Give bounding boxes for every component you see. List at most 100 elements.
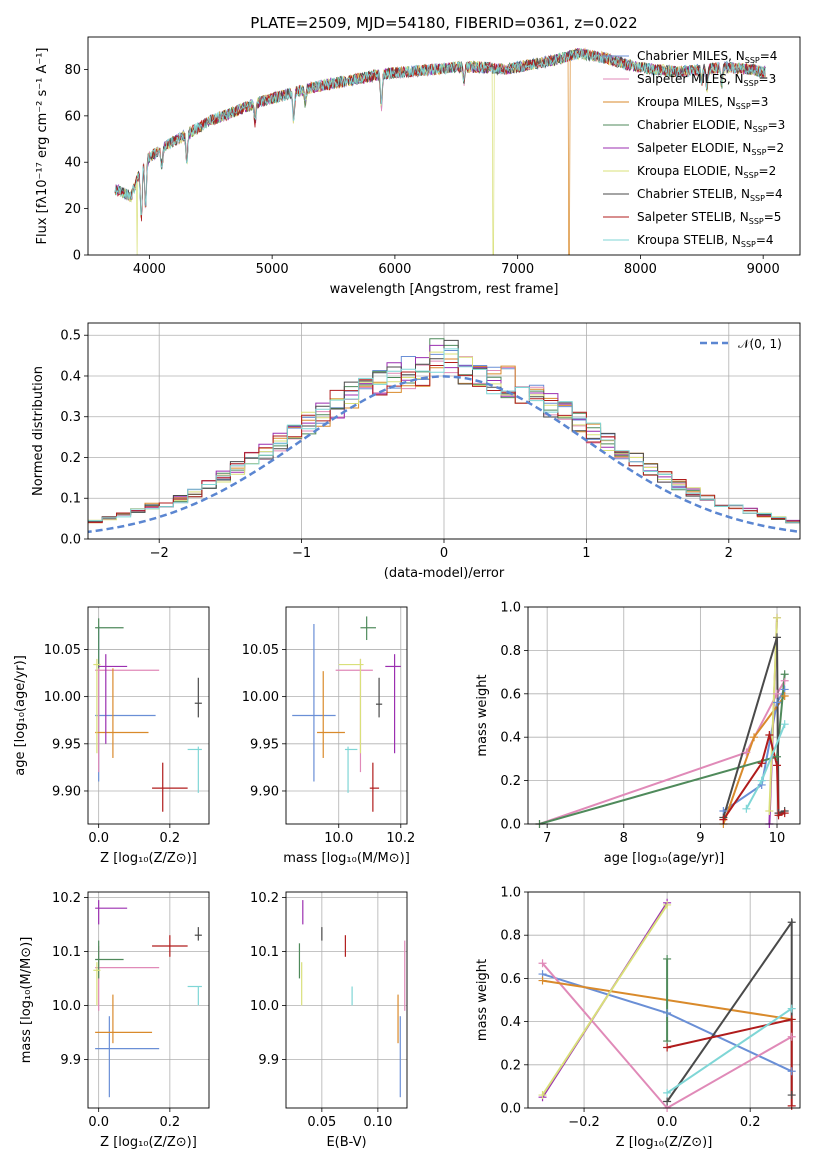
legend-nssp-sub: SSP [750,194,765,203]
weight-marker-8-0 [663,1088,672,1097]
axes-frame [285,606,408,825]
panel-mass_vs_age: 10.0 10.2 9.90 9.95 10.00 10.05 mass [log₁₀(M/… [242,606,415,866]
plot-area [539,617,786,824]
x-tick-label: 7000 [501,262,534,277]
panel-residuals: −2 −1 0 1 2 0.0 0.1 0.2 0.3 0.4 0.5 (data-model)/er… [31,322,801,581]
weight-marker-5-1 [773,613,782,622]
panel-ebv_vs_mass: 0.05 0.10 9.9 10.0 10.1 10.2 E(B-V) [250,891,408,1150]
y-tick-label: 10.1 [250,945,279,960]
weight-marker-2-0 [538,976,547,985]
weight-marker-7-0 [663,1043,672,1052]
y-tick-label: 0.0 [60,533,81,548]
weight-marker-8-0 [742,804,751,813]
x-axis-label: mass [log₁₀(M/M⊙)] [283,851,410,866]
y-tick-label: 0.4 [500,1015,521,1030]
weight-marker-7-2 [787,1101,796,1110]
x-tick-label: −0.2 [568,1115,600,1130]
panel-spectrum: 4000 5000 6000 7000 8000 9000 0 20 40 60 80 wavelen… [35,14,801,297]
y-tick-label: 9.95 [250,737,279,752]
legend-entry: Salpeter ELODIE, NSSP=2 [637,141,784,157]
legend-nssp-prefix: , N [724,233,741,247]
weight-marker-5-1 [663,900,672,909]
weight-marker-7-1 [757,759,766,768]
plot-area [93,900,202,1098]
legend-nssp-eq: = [768,118,778,132]
legend-nssp-value: 2 [776,141,784,155]
weight-marker-7-4 [774,811,783,820]
legend-entry-name: Salpeter STELIB [637,210,732,224]
x-tick-label: 0.10 [363,1115,392,1130]
x-tick-label: 0.2 [160,1115,181,1130]
weight-line-5 [768,617,778,812]
axes-frame [87,36,801,256]
x-tick-label: −2 [150,546,169,561]
y-tick-label: 0.4 [60,369,81,384]
x-tick-label: 8000 [624,262,657,277]
y-tick-label: 0.2 [500,1058,521,1073]
legend-nssp-value: 3 [778,118,786,132]
x-tick-label: 1 [582,546,590,561]
weight-marker-1-2 [787,1032,796,1041]
weight-marker-8-2 [780,720,789,729]
legend-entry-name: Kroupa ELODIE [637,164,727,178]
legend-nssp-prefix: , N [733,187,750,201]
x-tick-label: 4000 [133,262,166,277]
y-tick-label: 0.0 [500,1102,521,1117]
y-tick-label: 9.90 [250,784,279,799]
y-tick-label: 10.05 [242,643,279,658]
legend-nssp-eq: = [766,141,776,155]
legend-nssp-prefix: , N [736,118,753,132]
panel-z_vs_age: 0.0 0.2 9.90 9.95 10.00 10.05 Z [log₁₀(Z/Z⊙)] a… [13,606,210,866]
y-tick-label: 9.95 [52,737,81,752]
weight-marker-6-0 [663,1097,672,1106]
y-tick-label: 9.9 [60,1053,81,1068]
panel-z_vs_mass: 0.0 0.2 9.9 10.0 10.1 10.2 Z [log₁₀(Z/Z⊙)] mass… [19,891,210,1150]
y-tick-label: 10.2 [52,891,81,906]
x-axis-label: Z [log₁₀(Z/Z⊙)] [100,851,197,866]
weight-marker-2-1 [750,733,759,742]
x-tick-label: 0.2 [740,1115,761,1130]
x-tick-label: 0 [440,546,448,561]
y-tick-label: 0.6 [500,687,521,702]
legend-nssp-eq: = [765,187,775,201]
legend-nssp-value: 2 [769,164,777,178]
x-axis-label: age [log₁₀(age/yr)] [604,851,725,866]
legend-nssp-eq: = [756,233,766,247]
y-tick-label: 0.8 [500,929,521,944]
weight-line-6 [722,637,786,818]
legend-nssp-sub: SSP [741,240,756,249]
legend-nssp-prefix: , N [728,49,745,63]
x-tick-label: 8 [620,831,628,846]
x-tick-label: 9 [696,831,704,846]
legend-gaussian-label: 𝒩(0, 1) [738,337,782,351]
plot-area [88,338,800,534]
weight-line-8 [666,1007,793,1094]
weight-marker-0-2 [773,698,782,707]
y-tick-label: 80 [64,63,81,78]
y-tick-label: 0.4 [500,731,521,746]
y-tick-label: 1.0 [500,601,521,616]
weight-marker-8-1 [787,1004,796,1013]
plot-area [298,900,406,1098]
y-tick-label: 0.8 [500,644,521,659]
y-tick-label: 10.00 [44,690,81,705]
y-tick-label: 20 [64,202,81,217]
y-tick-label: 10.2 [250,891,279,906]
weight-marker-7-1 [787,1015,796,1024]
x-tick-label: 0.05 [307,1115,336,1130]
legend-nssp-eq: = [764,210,774,224]
y-tick-label: 0.1 [60,492,81,507]
legend-nssp-sub: SSP [751,148,766,157]
y-tick-label: 60 [64,109,81,124]
legend-nssp-eq: = [759,164,769,178]
plot-area [292,616,401,812]
legend-nssp-sub: SSP [744,171,759,180]
spectrum-line-8 [114,48,766,216]
y-tick-label: 10.05 [44,643,81,658]
legend-nssp-value: 4 [770,49,778,63]
y-tick-label: 0.2 [60,451,81,466]
weight-marker-0-1 [663,1008,672,1017]
legend-nssp-value: 3 [761,95,769,109]
weight-line-1 [539,680,786,824]
axes-frame [527,891,801,1109]
